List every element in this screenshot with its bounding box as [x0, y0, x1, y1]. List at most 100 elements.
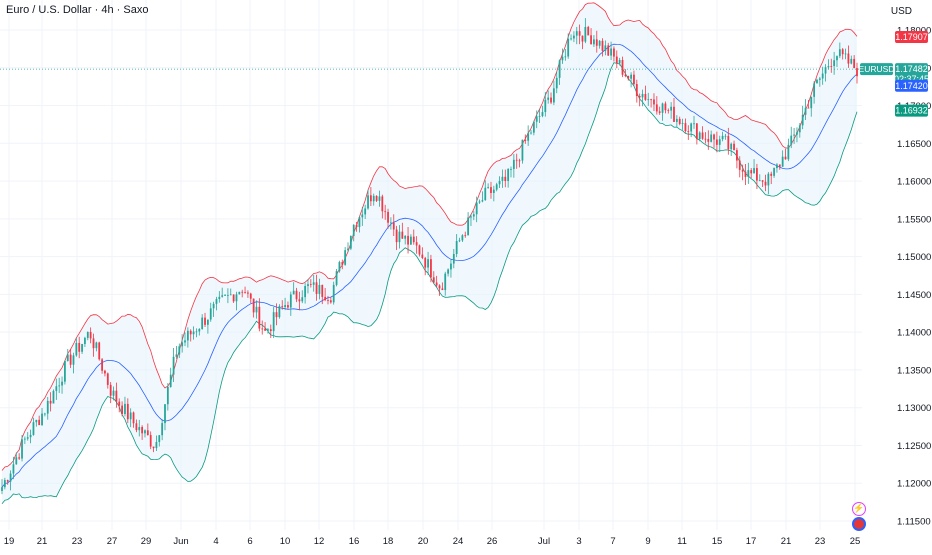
candle-body: [92, 338, 95, 349]
candle-body: [633, 74, 635, 85]
candle-body: [52, 390, 55, 404]
candle-body: [69, 354, 72, 365]
news-icon[interactable]: [852, 517, 866, 531]
candle-body: [573, 35, 575, 39]
time-tick-label: 19: [4, 536, 15, 547]
candle-body: [401, 231, 404, 239]
candle-body: [267, 329, 269, 331]
candle-body: [315, 282, 318, 294]
candle-body: [178, 346, 181, 355]
candle-body: [101, 359, 103, 371]
candle-body: [784, 156, 787, 160]
candle-body: [427, 259, 429, 268]
candle-body: [724, 135, 727, 137]
candle-body: [12, 464, 15, 474]
candle-body: [564, 56, 567, 58]
candle-body: [152, 446, 155, 449]
candle-body: [49, 400, 52, 404]
currency-label[interactable]: USD: [890, 6, 912, 17]
candle-body: [816, 79, 818, 84]
candle-body: [644, 93, 647, 100]
candle-body: [361, 214, 364, 218]
candle-body: [66, 354, 69, 361]
candle-body: [635, 84, 638, 97]
candle-body: [730, 143, 733, 150]
candle-body: [212, 303, 215, 309]
candle-body: [18, 457, 21, 459]
middle-band-tag: [895, 79, 928, 92]
candle-body: [304, 286, 307, 298]
candle-body: [164, 404, 166, 424]
candle-body: [695, 123, 698, 139]
candle-body: [287, 305, 289, 308]
candle-body: [661, 103, 664, 113]
symbol-tag-text: EURUSD: [859, 64, 895, 74]
candle-body: [41, 413, 43, 426]
candle-body: [215, 299, 218, 304]
candle-body: [404, 235, 407, 239]
time-tick-label: 11: [677, 536, 687, 547]
candle-body: [349, 235, 352, 249]
candle-body: [518, 160, 521, 162]
candles: [1, 18, 858, 495]
candle-body: [124, 403, 126, 415]
last-price-tag: [895, 63, 928, 86]
candle-body: [618, 59, 621, 64]
candle-body: [801, 114, 804, 126]
candle-body: [598, 40, 601, 46]
candle-body: [750, 170, 753, 174]
candle-body: [9, 473, 12, 482]
candle-body: [555, 77, 558, 89]
candle-body: [715, 139, 718, 145]
candle-body: [347, 248, 349, 251]
candle-body: [169, 374, 172, 387]
candle-body: [847, 53, 850, 64]
time-axis[interactable]: 19 21 23 27 29 Jun 4 6 10 12 16 18 20 24 26 Jul 3 7 9 11 15 1…: [4, 536, 861, 547]
time-tick-label: 20: [418, 536, 429, 547]
candle-body: [186, 330, 189, 341]
candle-body: [238, 291, 241, 295]
candle-body: [498, 180, 501, 185]
candle-body: [495, 184, 498, 190]
lightning-icon[interactable]: ⚡: [852, 502, 866, 516]
candle-body: [338, 262, 341, 272]
candle-body: [530, 132, 532, 134]
candle-body: [698, 132, 701, 139]
time-tick-label: 15: [712, 536, 723, 547]
candle-body: [481, 200, 484, 202]
candle-body: [735, 150, 738, 161]
candle-body: [693, 123, 695, 125]
candle-body: [484, 187, 487, 201]
candle-body: [650, 99, 653, 101]
candle-body: [206, 319, 209, 325]
candle-body: [764, 181, 767, 186]
candle-body: [209, 308, 212, 320]
candle-body: [507, 168, 510, 181]
candle-body: [464, 235, 467, 237]
candle-body: [15, 457, 18, 465]
candle-body: [284, 305, 286, 308]
candle-body: [544, 99, 547, 113]
time-tick-label: 10: [280, 536, 291, 547]
candle-body: [727, 135, 730, 150]
candle-body: [109, 384, 112, 396]
candle-body: [289, 294, 292, 308]
candle-body: [570, 38, 572, 40]
candle-body: [269, 329, 272, 332]
candle-body: [593, 39, 595, 45]
price-axis[interactable]: 1.180001.175001.170001.165001.160001.155…: [897, 26, 931, 528]
time-tick-label: 9: [645, 536, 650, 547]
candle-body: [341, 262, 344, 265]
candle-body: [358, 217, 361, 228]
candle-body: [515, 159, 518, 161]
candle-body: [387, 211, 389, 223]
candle-body: [392, 222, 395, 230]
candle-body: [778, 164, 781, 167]
candle-body: [435, 282, 438, 286]
last-price-tag-text: 02:37:45: [894, 74, 929, 84]
candle-body: [455, 240, 458, 254]
candle-body: [838, 49, 841, 57]
candle-body: [244, 292, 246, 294]
